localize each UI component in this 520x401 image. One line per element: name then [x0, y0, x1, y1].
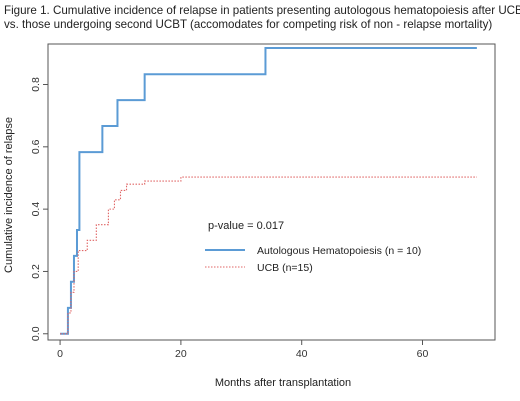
- x-tick-label-0: 0: [57, 348, 63, 360]
- axes: 0 20 40 60 0.0 0.2 0.4 0.6 0.8: [30, 43, 496, 360]
- series-line-1: [60, 47, 477, 335]
- y-tick-label-3: 0.6: [30, 139, 42, 154]
- y-tick-label-0: 0.0: [30, 326, 42, 341]
- y-tick-label-4: 0.8: [30, 77, 42, 92]
- y-tick-label-1: 0.2: [30, 264, 42, 279]
- y-tick-label-2: 0.4: [30, 202, 42, 217]
- x-tick-label-40: 40: [296, 348, 308, 360]
- x-tick-label-60: 60: [417, 348, 429, 360]
- legend-label-2: UCB (n=15): [257, 262, 313, 274]
- figure-title-line-1: Figure 1. Cumulative incidence of relaps…: [4, 4, 520, 17]
- x-axis-label: Months after transplantation: [215, 377, 351, 389]
- legend: Autologous Hematopoiesis (n = 10) UCB (n=…: [205, 245, 421, 274]
- plot-frame: [47, 43, 496, 341]
- figure-title-line-2: vs. those undergoing second UCBT (accomo…: [4, 18, 493, 31]
- y-axis-label: Cumulative incidence of relapse: [3, 117, 15, 273]
- p-value-annotation: p-value = 0.017: [208, 220, 284, 232]
- series-layer: [60, 47, 477, 335]
- legend-label-1: Autologous Hematopoiesis (n = 10): [257, 245, 421, 257]
- figure-title: Figure 1. Cumulative incidence of relaps…: [4, 4, 520, 32]
- x-tick-label-20: 20: [175, 348, 187, 360]
- series-line-2: [60, 176, 477, 335]
